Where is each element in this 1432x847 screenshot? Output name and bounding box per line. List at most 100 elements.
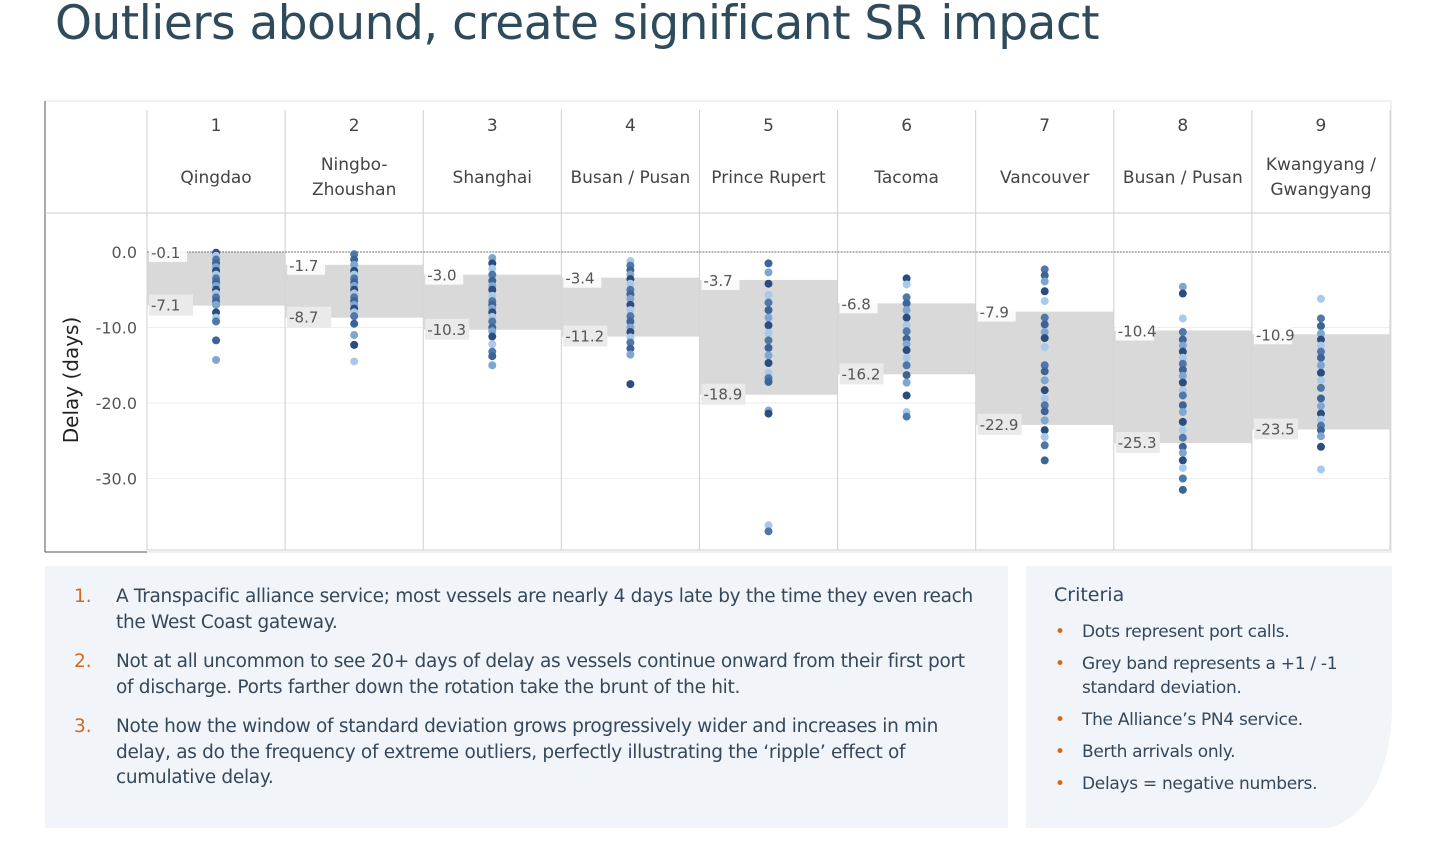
note-number: 1. <box>74 586 92 607</box>
port-call-dot <box>1316 335 1325 344</box>
band-label-bg <box>839 294 878 314</box>
note-text: A Transpacific alliance service; most ve… <box>116 586 973 633</box>
port-call-dot <box>902 346 911 355</box>
band-label-bg <box>839 363 884 385</box>
port-call-dot <box>1040 361 1049 370</box>
note-number: 2. <box>74 651 92 672</box>
port-call-dot <box>1316 341 1325 350</box>
port-call-dot <box>902 321 911 330</box>
band-bottom-label: -25.3 <box>1118 434 1157 452</box>
port-call-dot <box>1316 426 1325 435</box>
band-top-label: -7.9 <box>980 304 1009 322</box>
port-call-dot <box>902 306 911 315</box>
port-name: Tacoma <box>873 168 939 188</box>
port-call-dot <box>1040 426 1049 435</box>
y-tick-label: 0.0 <box>112 243 137 262</box>
port-call-dot <box>488 285 497 294</box>
port-call-dot <box>1040 376 1049 385</box>
port-call-dot <box>1316 442 1325 451</box>
port-call-dot <box>1316 353 1325 362</box>
port-call-dot <box>902 391 911 400</box>
band-top-label: -0.1 <box>151 244 180 262</box>
port-call-dot <box>1316 409 1325 418</box>
band-bottom-label: -18.9 <box>703 386 742 404</box>
band-top-label: -3.0 <box>427 267 456 285</box>
port-call-dot <box>626 317 635 326</box>
panel-number: 9 <box>1316 116 1327 136</box>
band-bottom-label: -22.9 <box>980 416 1019 434</box>
band-top-label: -3.4 <box>565 270 594 288</box>
port-call-dot <box>902 371 911 380</box>
band-label-bg <box>425 318 470 340</box>
note-item: 1. A Transpacific alliance service; most… <box>45 584 1008 635</box>
port-call-dot <box>764 377 773 386</box>
port-call-dot <box>1040 407 1049 416</box>
port-call-dot <box>1040 394 1049 403</box>
port-call-dot <box>488 332 497 341</box>
port-call-dot <box>350 312 359 321</box>
port-call-dot <box>1040 401 1049 410</box>
port-call-dot <box>1178 442 1187 451</box>
port-call-dot <box>1316 329 1325 338</box>
port-call-dot <box>350 319 359 328</box>
port-call-dot <box>1040 334 1049 343</box>
port-call-dot <box>1178 485 1187 494</box>
port-call-dot <box>488 264 497 273</box>
port-call-dot <box>764 351 773 360</box>
y-tick-label: -20.0 <box>96 394 137 413</box>
note-item: 2. Not at all uncommon to see 20+ days o… <box>45 649 1008 700</box>
port-call-dot <box>212 336 221 345</box>
port-call-dot <box>764 343 773 352</box>
port-call-dot <box>1316 415 1325 424</box>
port-call-dot <box>764 291 773 300</box>
band-top-label: -10.9 <box>1256 326 1295 344</box>
port-name: Vancouver <box>1000 168 1090 188</box>
panel-number: 2 <box>349 116 360 136</box>
note-text: Not at all uncommon to see 20+ days of d… <box>116 651 965 698</box>
y-axis-label: Delay (days) <box>59 317 83 444</box>
port-call-dot <box>764 409 773 418</box>
port-call-dot <box>1040 343 1049 352</box>
panel-number: 8 <box>1177 116 1188 136</box>
port-call-dot <box>1040 287 1049 296</box>
panel-number: 4 <box>625 116 636 136</box>
criteria-text: Berth arrivals only. <box>1082 742 1236 762</box>
port-call-dot <box>1178 359 1187 368</box>
port-call-dot <box>1178 335 1187 344</box>
port-call-dot <box>902 361 911 370</box>
criteria-text: Grey band represents a +1 / -1 standard … <box>1082 654 1338 698</box>
port-call-dot <box>764 268 773 277</box>
band-bottom-label: -11.2 <box>565 328 604 346</box>
port-call-dot <box>626 306 635 315</box>
criteria-text: Delays = negative numbers. <box>1082 774 1318 794</box>
port-call-dot <box>1040 265 1049 274</box>
port-call-dot <box>1178 282 1187 291</box>
band-top-label: -10.4 <box>1118 323 1157 341</box>
port-name: Qingdao <box>180 168 251 188</box>
port-call-dot <box>488 270 497 279</box>
bullet-icon: • <box>1055 774 1066 794</box>
port-call-dot <box>212 317 221 326</box>
port-call-dot <box>902 299 911 308</box>
port-call-dot <box>1178 417 1187 426</box>
port-call-dot <box>764 358 773 367</box>
port-call-dot <box>488 352 497 361</box>
criteria-item: • Delays = negative numbers. <box>1026 772 1392 796</box>
port-call-dot <box>1178 448 1187 457</box>
port-call-dot <box>1178 463 1187 472</box>
criteria-item: • The Alliance’s PN4 service. <box>1026 708 1392 732</box>
slide-title: Outliers abound, create significant SR i… <box>55 0 1100 51</box>
band-label-bg <box>563 325 608 347</box>
port-call-dot <box>1316 347 1325 356</box>
port-call-dot <box>764 259 773 268</box>
port-call-dot <box>1178 426 1187 435</box>
port-call-dot <box>902 274 911 283</box>
port-call-dot <box>488 361 497 370</box>
band-top-label: -3.7 <box>703 272 732 290</box>
band-bottom-label: -7.1 <box>151 297 180 315</box>
port-call-dot <box>1316 314 1325 323</box>
port-call-dot <box>1178 341 1187 350</box>
criteria-item: • Dots represent port calls. <box>1026 620 1392 644</box>
port-call-dot <box>1040 313 1049 322</box>
port-call-dot <box>1040 328 1049 337</box>
